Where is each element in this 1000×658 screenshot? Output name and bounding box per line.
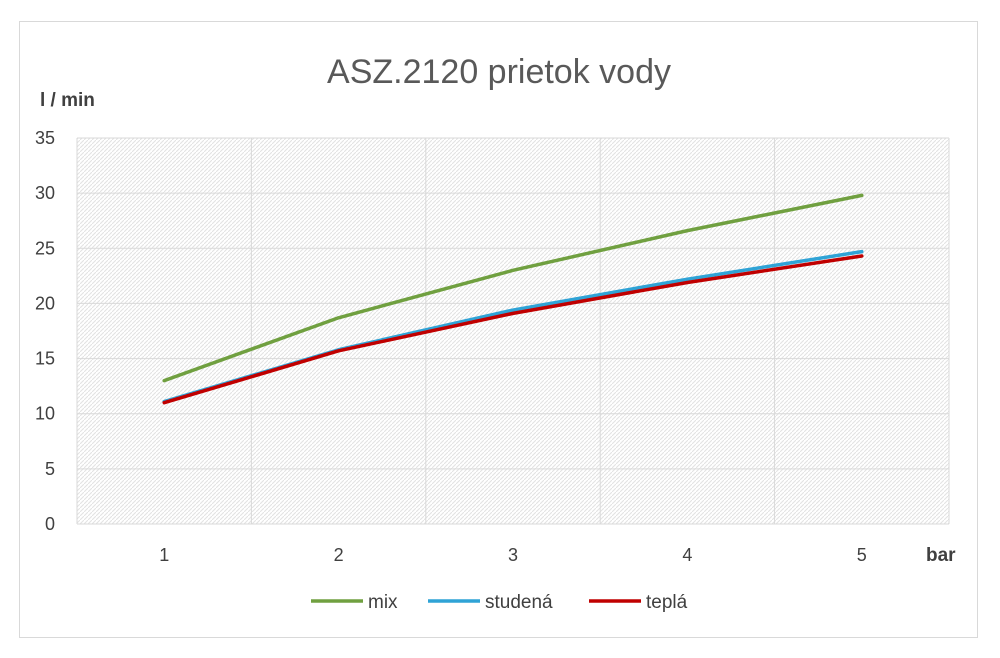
y-tick-label: 5 [45,459,55,479]
x-tick-label: 5 [857,545,867,565]
series-lines [162,193,864,405]
x-tick-label: 2 [334,545,344,565]
chart-title: ASZ.2120 prietok vody [327,53,671,91]
y-tick-label: 20 [35,293,55,313]
gridlines [76,137,950,525]
legend: mix studená teplá [311,592,688,613]
y-tick-label: 35 [35,128,55,148]
plot-area [77,138,949,524]
series-line-mix [162,193,864,383]
y-tick-label: 30 [35,183,55,203]
x-tick-label: 4 [682,545,692,565]
legend-label: teplá [646,592,688,613]
y-axis-label: l / min [40,90,95,111]
y-tick-label: 15 [35,349,55,369]
x-tick-labels: 1 2 3 4 5 [159,545,867,565]
y-tick-label: 25 [35,238,55,258]
x-axis-label: bar [926,545,956,566]
legend-label: studená [485,592,553,613]
legend-label: mix [368,592,398,613]
x-tick-label: 1 [159,545,169,565]
y-tick-label: 10 [35,404,55,424]
x-tick-label: 3 [508,545,518,565]
series-line-teplá [162,254,864,405]
y-tick-labels: 0 5 10 15 20 25 30 35 [35,128,55,534]
y-tick-label: 0 [45,514,55,534]
